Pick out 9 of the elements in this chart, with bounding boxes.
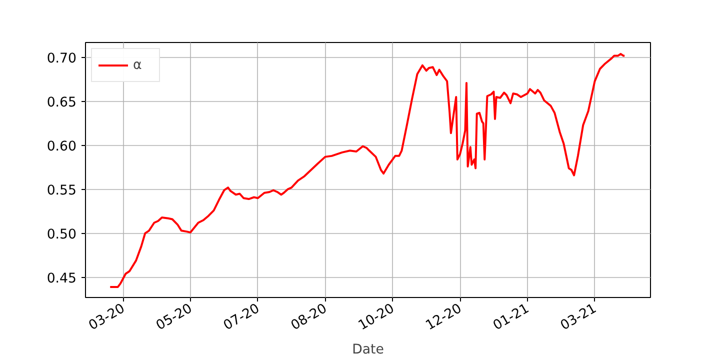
y-tick-label: 0.55: [46, 183, 77, 198]
y-tick-label: 0.45: [46, 271, 77, 286]
y-tick-label: 0.70: [46, 51, 77, 66]
legend-label: α: [133, 58, 143, 72]
y-tick-label: 0.60: [46, 139, 77, 154]
x-axis-title: Date: [352, 342, 384, 358]
y-tick-label: 0.65: [46, 95, 77, 110]
line-series: [109, 52, 626, 288]
y-tick-label: 0.50: [46, 227, 77, 242]
